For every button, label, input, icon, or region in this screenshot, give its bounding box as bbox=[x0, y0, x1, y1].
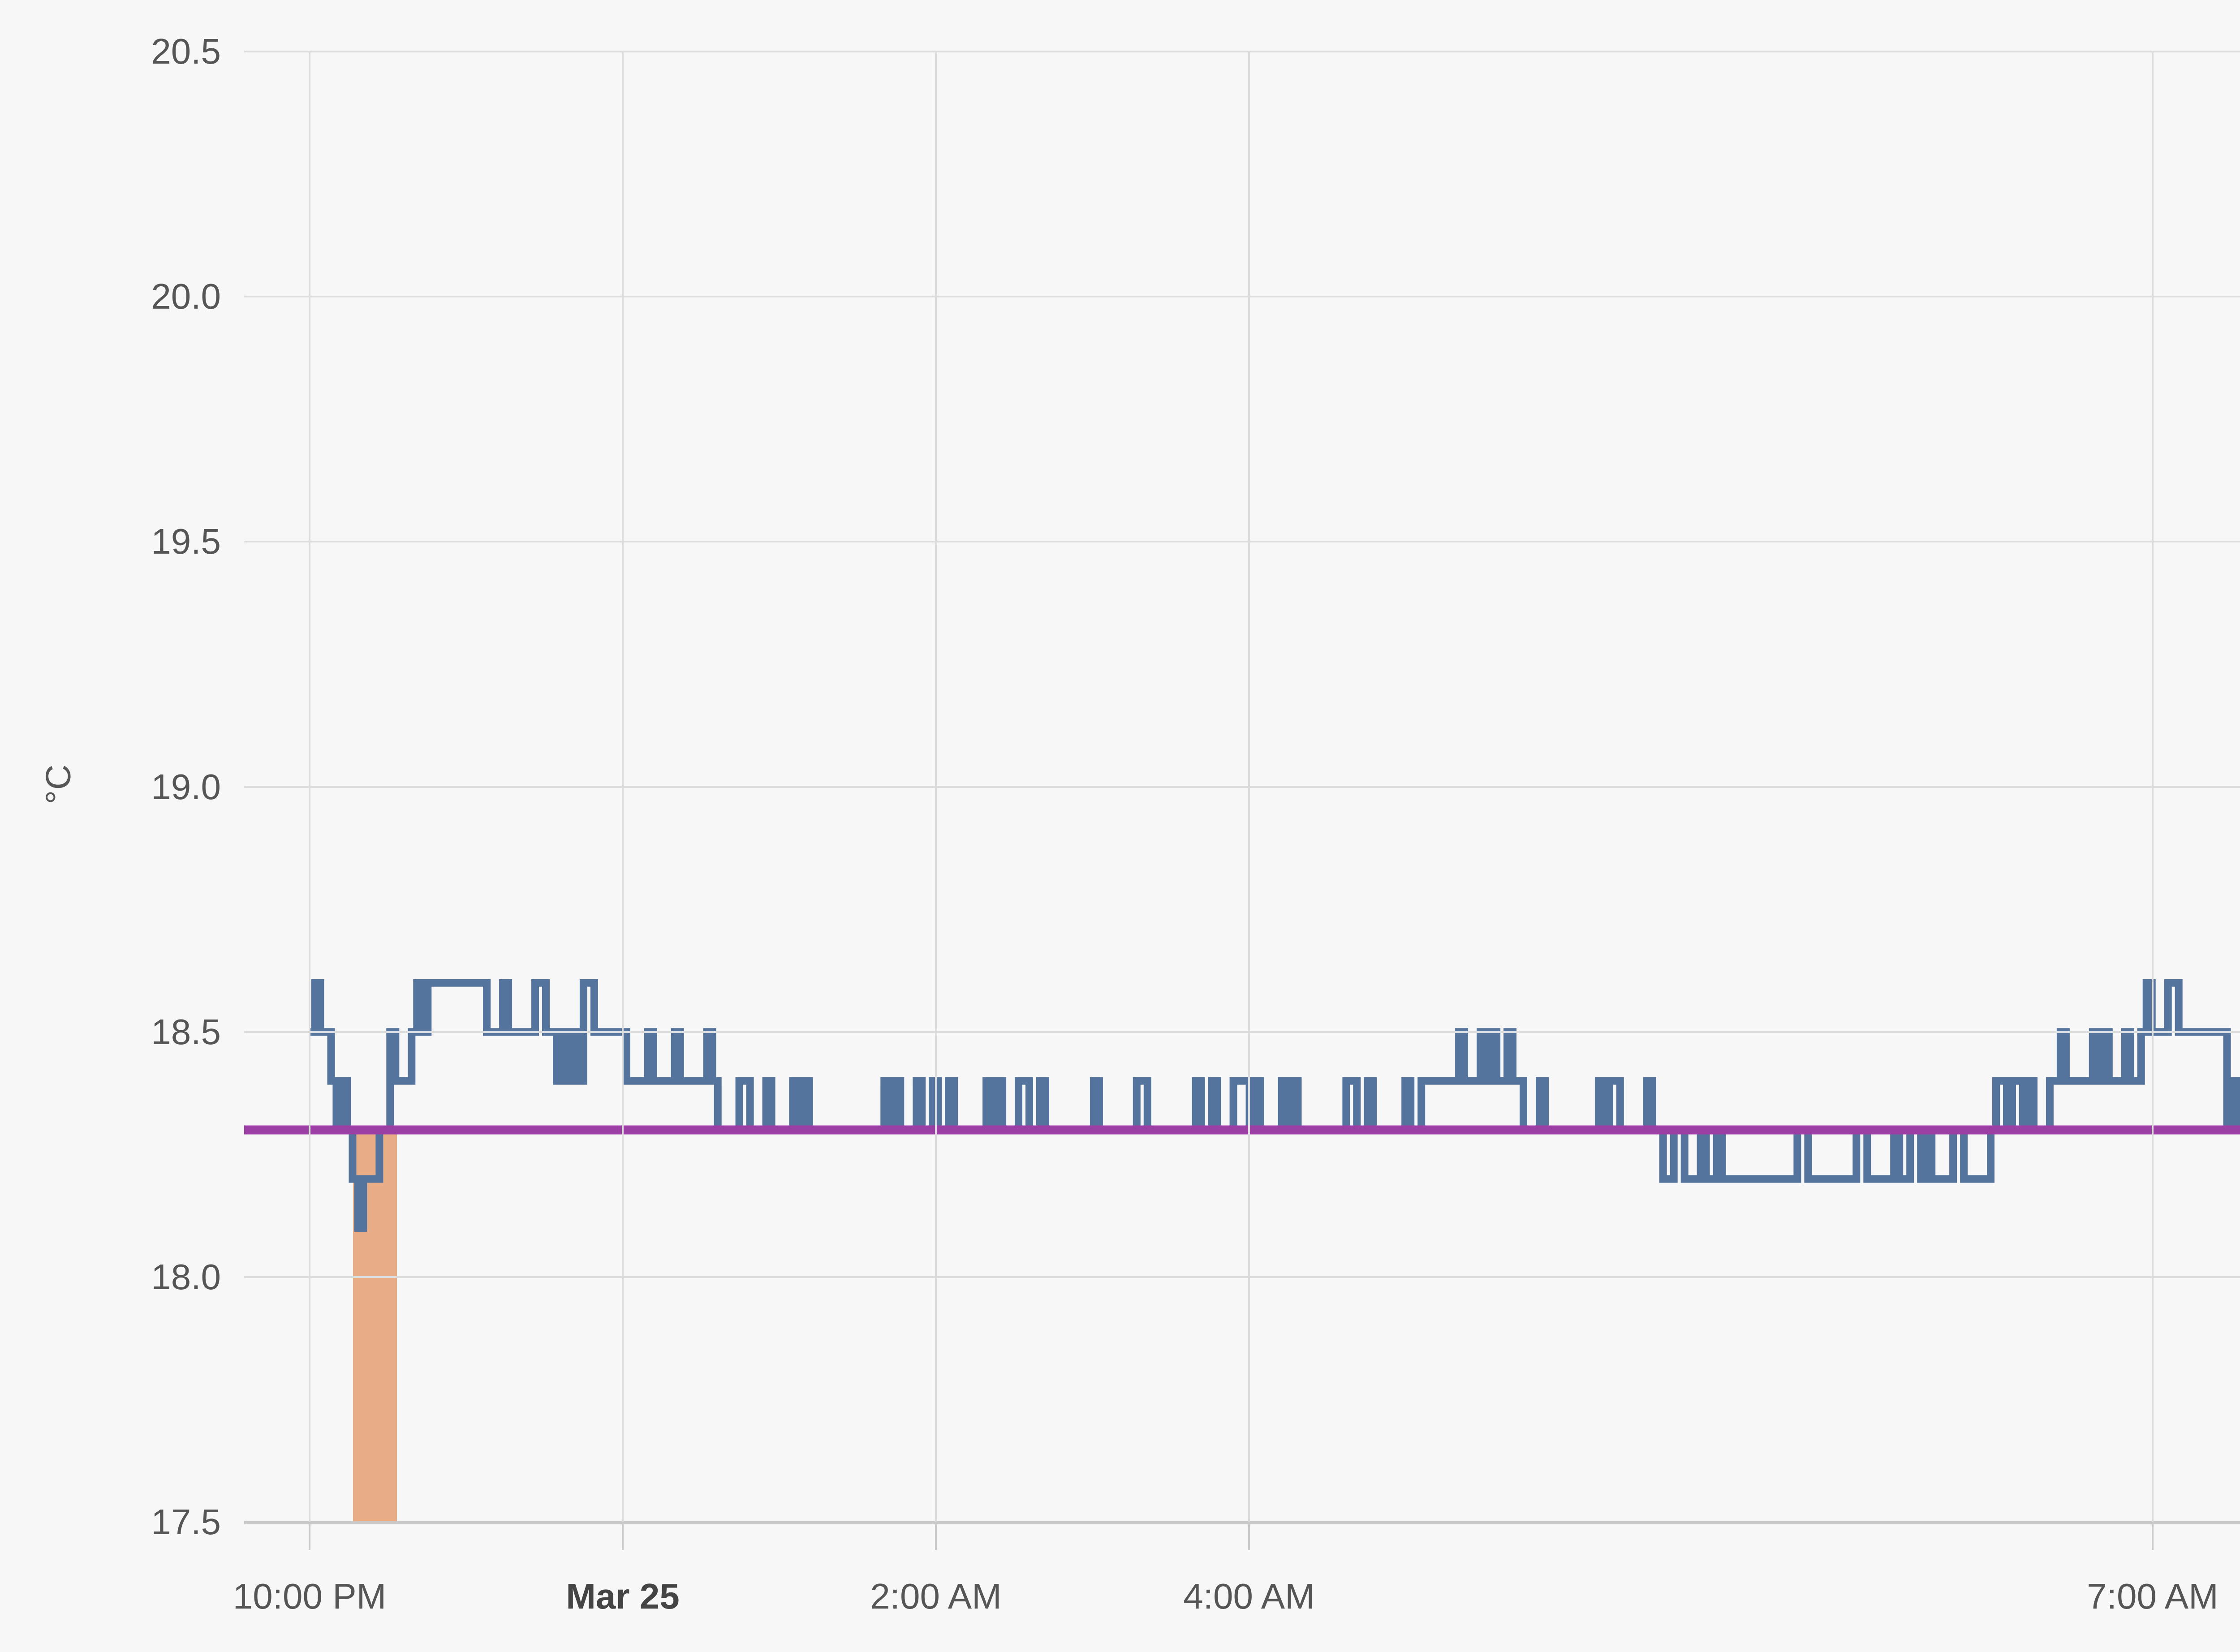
vertical-gridline bbox=[2152, 52, 2154, 1522]
vertical-gridline bbox=[1248, 52, 1250, 1522]
y-axis-tick-label: 20.0 bbox=[151, 276, 221, 317]
vertical-gridline bbox=[935, 52, 937, 1522]
y-axis-tick-labels: 17.5 18.0 18.5 19.0 19.5 20.0 20.5 bbox=[0, 0, 224, 1652]
horizontal-gridline bbox=[244, 541, 2240, 543]
y-axis-tick-label: 18.5 bbox=[151, 1011, 221, 1052]
vertical-gridline bbox=[622, 52, 624, 1522]
horizontal-gridline bbox=[244, 51, 2240, 52]
y-axis-tick-label: 17.5 bbox=[151, 1502, 221, 1542]
x-axis-tick-mark bbox=[309, 1522, 310, 1550]
y-axis-tick-label: 19.0 bbox=[151, 766, 221, 807]
x-axis-tick-mark bbox=[2152, 1522, 2154, 1550]
x-axis-line bbox=[244, 1521, 2240, 1524]
plot-area bbox=[244, 51, 2240, 1524]
x-axis-tick-label: 7:00 AM bbox=[2087, 1576, 2218, 1616]
y-axis-tick-label: 20.5 bbox=[151, 31, 221, 71]
vertical-gridline bbox=[309, 52, 310, 1522]
temperature-step-line bbox=[310, 979, 2240, 1232]
y-axis-tick-label: 19.5 bbox=[151, 521, 221, 562]
x-axis-tick-mark bbox=[622, 1522, 624, 1550]
series-temperature bbox=[244, 979, 2240, 1232]
x-axis-tick-mark bbox=[1248, 1522, 1250, 1550]
x-axis-tick-mark bbox=[935, 1522, 937, 1550]
x-axis-tick-label: 10:00 PM bbox=[233, 1576, 387, 1616]
horizontal-gridline bbox=[244, 1276, 2240, 1278]
x-axis-tick-label: Mar 25 bbox=[566, 1576, 680, 1616]
horizontal-gridline bbox=[244, 786, 2240, 788]
horizontal-gridline bbox=[244, 296, 2240, 298]
x-axis-tick-label: 2:00 AM bbox=[870, 1576, 1002, 1616]
y-axis-tick-label: 18.0 bbox=[151, 1256, 221, 1297]
x-axis-tick-label: 4:00 AM bbox=[1183, 1576, 1315, 1616]
horizontal-gridline bbox=[244, 1031, 2240, 1033]
